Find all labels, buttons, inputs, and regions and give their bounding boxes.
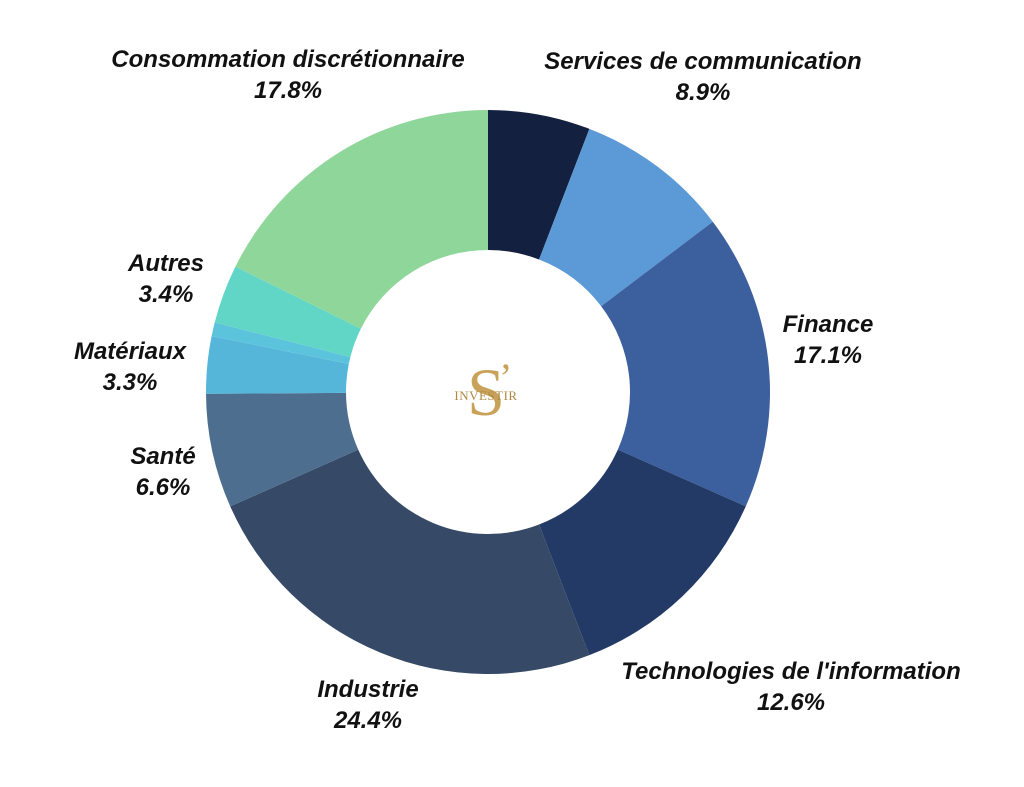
logo-letter: S <box>467 354 505 430</box>
slice-autres <box>214 266 361 357</box>
label-percent: 17.1% <box>793 342 863 369</box>
label-percent: 3.4% <box>138 281 194 308</box>
label-name: Technologies de l'information <box>621 658 961 685</box>
slice-sante <box>206 392 359 507</box>
label-percent: 8.9% <box>675 79 731 106</box>
slice-industrie <box>230 449 590 674</box>
label-consommation-discretionnaire: Consommation discrétionnaire 17.8% <box>38 44 538 106</box>
label-percent: 17.8% <box>253 77 323 104</box>
label-industrie: Industrie 24.4% <box>118 674 618 736</box>
label-sante: Santé 6.6% <box>0 441 413 503</box>
logo-apostrophe: ’ <box>499 355 513 400</box>
label-name: Matériaux <box>73 338 187 365</box>
slice-materiaux <box>206 336 349 394</box>
label-name: Industrie <box>317 676 419 703</box>
label-percent: 12.6% <box>756 689 826 716</box>
slice-finance <box>601 221 770 507</box>
slice-unlabeled-0 <box>488 110 590 260</box>
label-name: Santé <box>130 443 196 470</box>
label-name: Consommation discrétionnaire <box>111 46 465 73</box>
label-technologies-de-l-information: Technologies de l'information 12.6% <box>541 656 1024 718</box>
label-percent: 6.6% <box>135 474 191 501</box>
slice-technologies-de-l-information <box>539 449 746 656</box>
logo-word: INVESTIR <box>454 388 518 403</box>
label-name: Services de communication <box>544 48 862 75</box>
label-autres: Autres 3.4% <box>0 248 416 310</box>
label-services-de-communication: Services de communication 8.9% <box>453 46 953 108</box>
label-materiaux: Matériaux 3.3% <box>0 336 380 398</box>
slice-services-de-communication <box>539 128 713 307</box>
s-investir-logo: S ’ INVESTIR <box>436 354 536 436</box>
label-finance: Finance 17.1% <box>578 309 1024 371</box>
label-percent: 24.4% <box>333 707 403 734</box>
slice-unlabeled-7 <box>211 322 351 364</box>
label-percent: 3.3% <box>102 369 158 396</box>
label-name: Autres <box>127 250 205 277</box>
slice-consommation-discretionnaire <box>235 110 488 329</box>
label-name: Finance <box>782 311 874 338</box>
